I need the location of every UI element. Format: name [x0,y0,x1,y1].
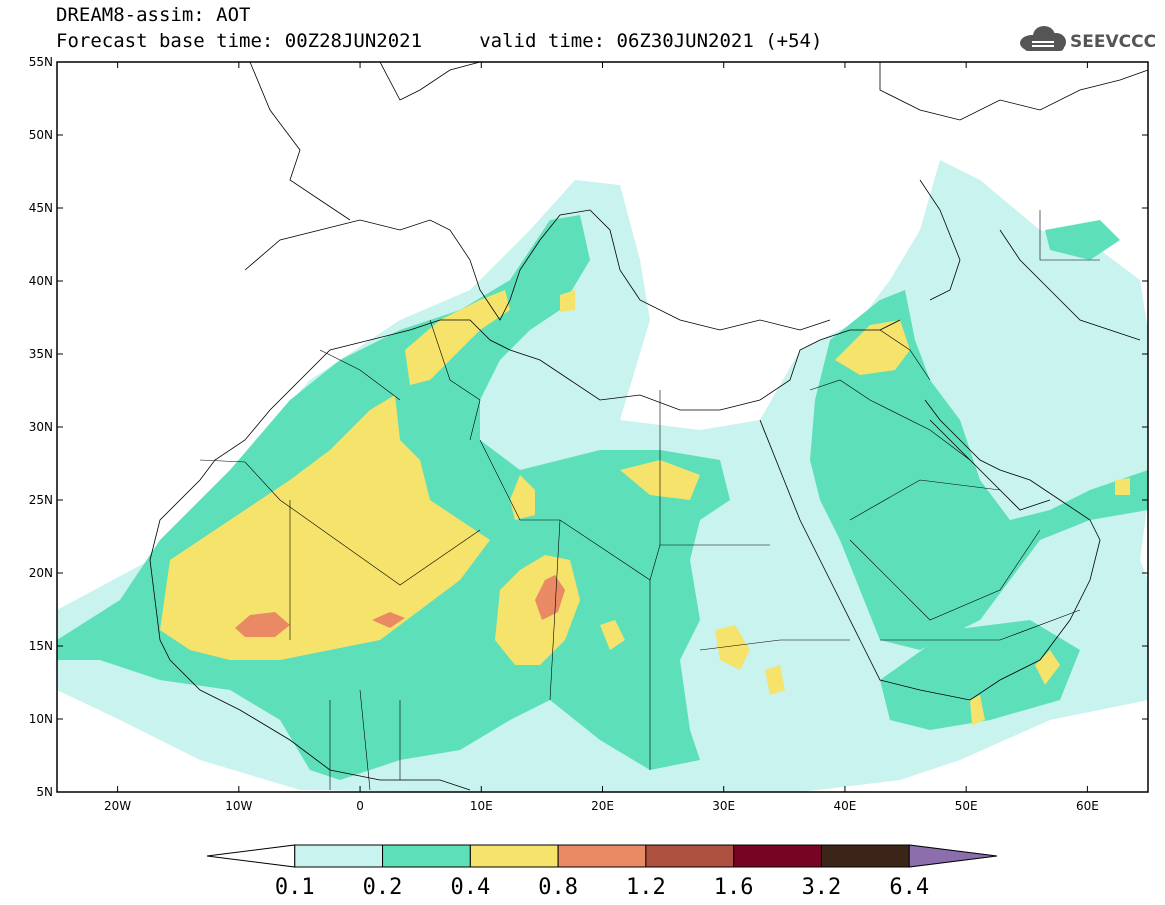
lat-tick-label: 5N [36,785,53,799]
colorbar-segment [820,844,910,868]
lon-tick-label: 20E [591,799,614,813]
lat-tick-label: 30N [29,420,53,434]
latitude-ticks: 55N 50N 45N 40N 35N 30N 25N 20N 15N 10N 5N [29,55,1148,799]
lat-tick-label: 25N [29,493,53,507]
colorbar-label: 0.2 [363,875,403,900]
lat-tick-label: 45N [29,201,53,215]
aot-level-0.4 [160,290,1130,725]
colorbar-label: 1.6 [714,875,754,900]
lon-tick-label: 10E [470,799,493,813]
colorbar-segment [294,844,384,868]
aot-field [57,62,1148,792]
colorbar-label: 1.2 [626,875,666,900]
lon-tick-label: 60E [1076,799,1099,813]
lat-tick-label: 40N [29,274,53,288]
map-title: DREAM8-assim: AOT [56,4,251,26]
lon-tick-label: 0 [356,799,364,813]
lon-tick-label: 40E [834,799,857,813]
colorbar-segment [645,844,735,868]
lat-tick-label: 20N [29,566,53,580]
colorbar-segment [908,844,998,868]
colorbar-label: 0.8 [538,875,578,900]
lon-tick-label: 10W [225,799,252,813]
lon-tick-label: 20W [104,799,131,813]
colorbar-segment [206,844,296,868]
colorbar-label: 0.1 [275,875,315,900]
colorbar-label: 6.4 [889,875,929,900]
coastlines [149,62,1148,791]
lat-tick-label: 50N [29,128,53,142]
cloud-icon [1020,26,1066,51]
lat-tick-label: 35N [29,347,53,361]
seevccc-logo: SEEVCCC [1020,26,1156,52]
forecast-time-line: Forecast base time: 00Z28JUN2021 valid t… [56,30,823,52]
lat-tick-label: 15N [29,639,53,653]
logo-text: SEEVCCC [1070,32,1156,52]
lat-tick-label: 10N [29,712,53,726]
lon-tick-label: 50E [955,799,978,813]
lon-tick-label: 30E [712,799,735,813]
colorbar-segment [557,844,647,868]
colorbar-label: 3.2 [802,875,842,900]
aot-level-0.8 [235,575,565,637]
colorbar-segment [733,844,822,868]
colorbar: 0.1 0.2 0.4 0.8 1.2 1.6 3.2 6.4 [206,844,998,900]
colorbar-label: 0.4 [450,875,490,900]
longitude-ticks: 20W 10W 0 10E 20E 30E 40E 50E 60E [104,62,1099,813]
colorbar-segment [382,844,471,868]
country-borders [199,210,1100,791]
colorbar-segment [469,844,559,868]
lat-tick-label: 55N [29,55,53,69]
